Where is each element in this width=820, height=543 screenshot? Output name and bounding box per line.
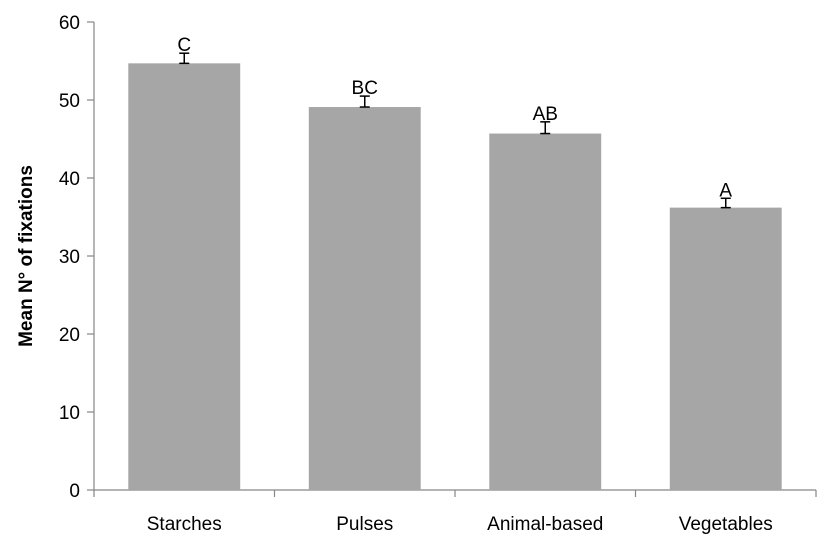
- x-category-label: Vegetables: [679, 514, 773, 535]
- significance-letter: C: [177, 35, 191, 56]
- labels: 0 10 20 30 40 50 60 C Starches BC Pulses AB Animal-b…: [59, 13, 773, 535]
- bars: [128, 63, 782, 491]
- bar: [669, 207, 782, 490]
- y-tick-label: 60: [59, 13, 80, 34]
- y-tick-label: 40: [59, 169, 80, 190]
- y-tick-label: 30: [59, 247, 80, 268]
- x-category-label: Starches: [147, 514, 222, 535]
- x-category-label: Animal-based: [487, 514, 603, 535]
- x-category-label: Pulses: [336, 514, 393, 535]
- bar: [128, 63, 241, 491]
- y-tick-label: 0: [69, 481, 80, 502]
- significance-letter: A: [719, 180, 732, 201]
- y-tick-label: 10: [59, 403, 80, 424]
- y-tick-label: 20: [59, 325, 80, 346]
- significance-letter: BC: [352, 78, 378, 99]
- y-axis-title: Mean N° of fixations: [16, 165, 37, 347]
- bar: [308, 107, 421, 491]
- y-tick-label: 50: [59, 91, 80, 112]
- bar: [489, 133, 602, 491]
- significance-letter: AB: [533, 104, 558, 125]
- error-bars: [179, 52, 731, 209]
